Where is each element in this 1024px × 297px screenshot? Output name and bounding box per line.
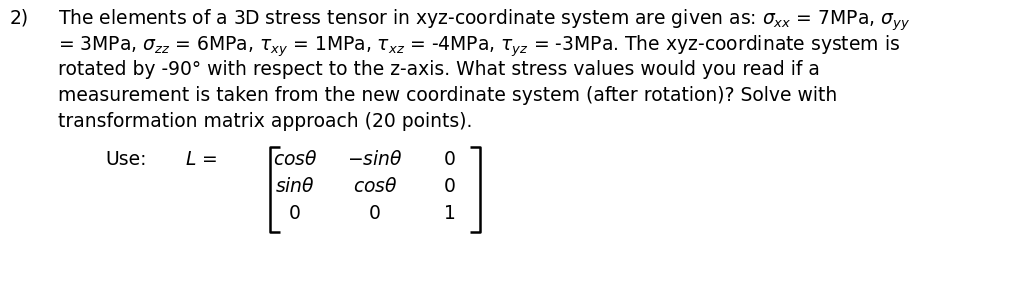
- Text: 0: 0: [289, 204, 301, 223]
- Text: 0: 0: [444, 150, 456, 169]
- Text: The elements of a 3D stress tensor in xyz-coordinate system are given as: $\sigm: The elements of a 3D stress tensor in xy…: [58, 8, 910, 34]
- Text: 2): 2): [10, 8, 29, 27]
- Text: $\mathit{cos}\theta$: $\mathit{cos}\theta$: [352, 177, 397, 196]
- Text: 0: 0: [444, 177, 456, 196]
- Text: $\mathit{cos}\theta$: $\mathit{cos}\theta$: [272, 150, 317, 169]
- Text: transformation matrix approach (20 points).: transformation matrix approach (20 point…: [58, 112, 472, 131]
- Text: measurement is taken from the new coordinate system (after rotation)? Solve with: measurement is taken from the new coordi…: [58, 86, 838, 105]
- Text: $\mathit{sin}\theta$: $\mathit{sin}\theta$: [275, 177, 315, 196]
- Text: $L$ =: $L$ =: [185, 150, 217, 169]
- Text: = 3MPa, $\sigma_{zz}$ = 6MPa, $\tau_{xy}$ = 1MPa, $\tau_{xz}$ = -4MPa, $\tau_{yz: = 3MPa, $\sigma_{zz}$ = 6MPa, $\tau_{xy}…: [58, 34, 900, 59]
- Text: Use:: Use:: [105, 150, 146, 169]
- Text: $-\mathit{sin}\theta$: $-\mathit{sin}\theta$: [347, 150, 402, 169]
- Text: 0: 0: [369, 204, 381, 223]
- Text: rotated by -90° with respect to the z-axis. What stress values would you read if: rotated by -90° with respect to the z-ax…: [58, 60, 820, 79]
- Text: 1: 1: [444, 204, 456, 223]
